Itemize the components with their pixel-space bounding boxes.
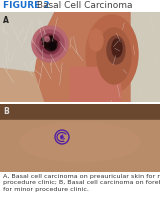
- Circle shape: [48, 42, 56, 50]
- Circle shape: [42, 38, 44, 41]
- Circle shape: [49, 46, 50, 48]
- Circle shape: [45, 42, 46, 43]
- Bar: [110, 12, 160, 102]
- Circle shape: [43, 43, 44, 45]
- Polygon shape: [0, 12, 70, 72]
- Circle shape: [45, 45, 48, 48]
- Circle shape: [36, 30, 64, 58]
- Text: A: A: [3, 16, 9, 25]
- Ellipse shape: [97, 28, 131, 84]
- Circle shape: [44, 37, 49, 42]
- Polygon shape: [35, 12, 130, 102]
- Bar: [70, 67, 120, 102]
- Bar: [0, 147, 160, 172]
- Text: A, Basal cell carcinoma on preauricular skin for minor
procedure clinic; B, Basa: A, Basal cell carcinoma on preauricular …: [3, 174, 160, 192]
- Ellipse shape: [89, 29, 103, 51]
- Bar: [0, 104, 160, 127]
- Circle shape: [51, 37, 52, 38]
- Circle shape: [46, 44, 48, 46]
- Ellipse shape: [86, 15, 138, 93]
- Text: B: B: [3, 107, 9, 116]
- Circle shape: [49, 36, 52, 38]
- Ellipse shape: [20, 122, 140, 162]
- Circle shape: [61, 136, 63, 138]
- Circle shape: [55, 41, 57, 43]
- Text: FIGURE 2: FIGURE 2: [3, 2, 50, 11]
- Text: Basal Cell Carcinoma: Basal Cell Carcinoma: [34, 2, 133, 11]
- Polygon shape: [0, 120, 160, 172]
- Circle shape: [40, 34, 60, 54]
- Circle shape: [32, 26, 68, 62]
- Circle shape: [50, 37, 53, 40]
- Bar: [0, 104, 160, 120]
- Ellipse shape: [112, 39, 122, 57]
- Circle shape: [45, 39, 57, 51]
- Ellipse shape: [107, 36, 125, 64]
